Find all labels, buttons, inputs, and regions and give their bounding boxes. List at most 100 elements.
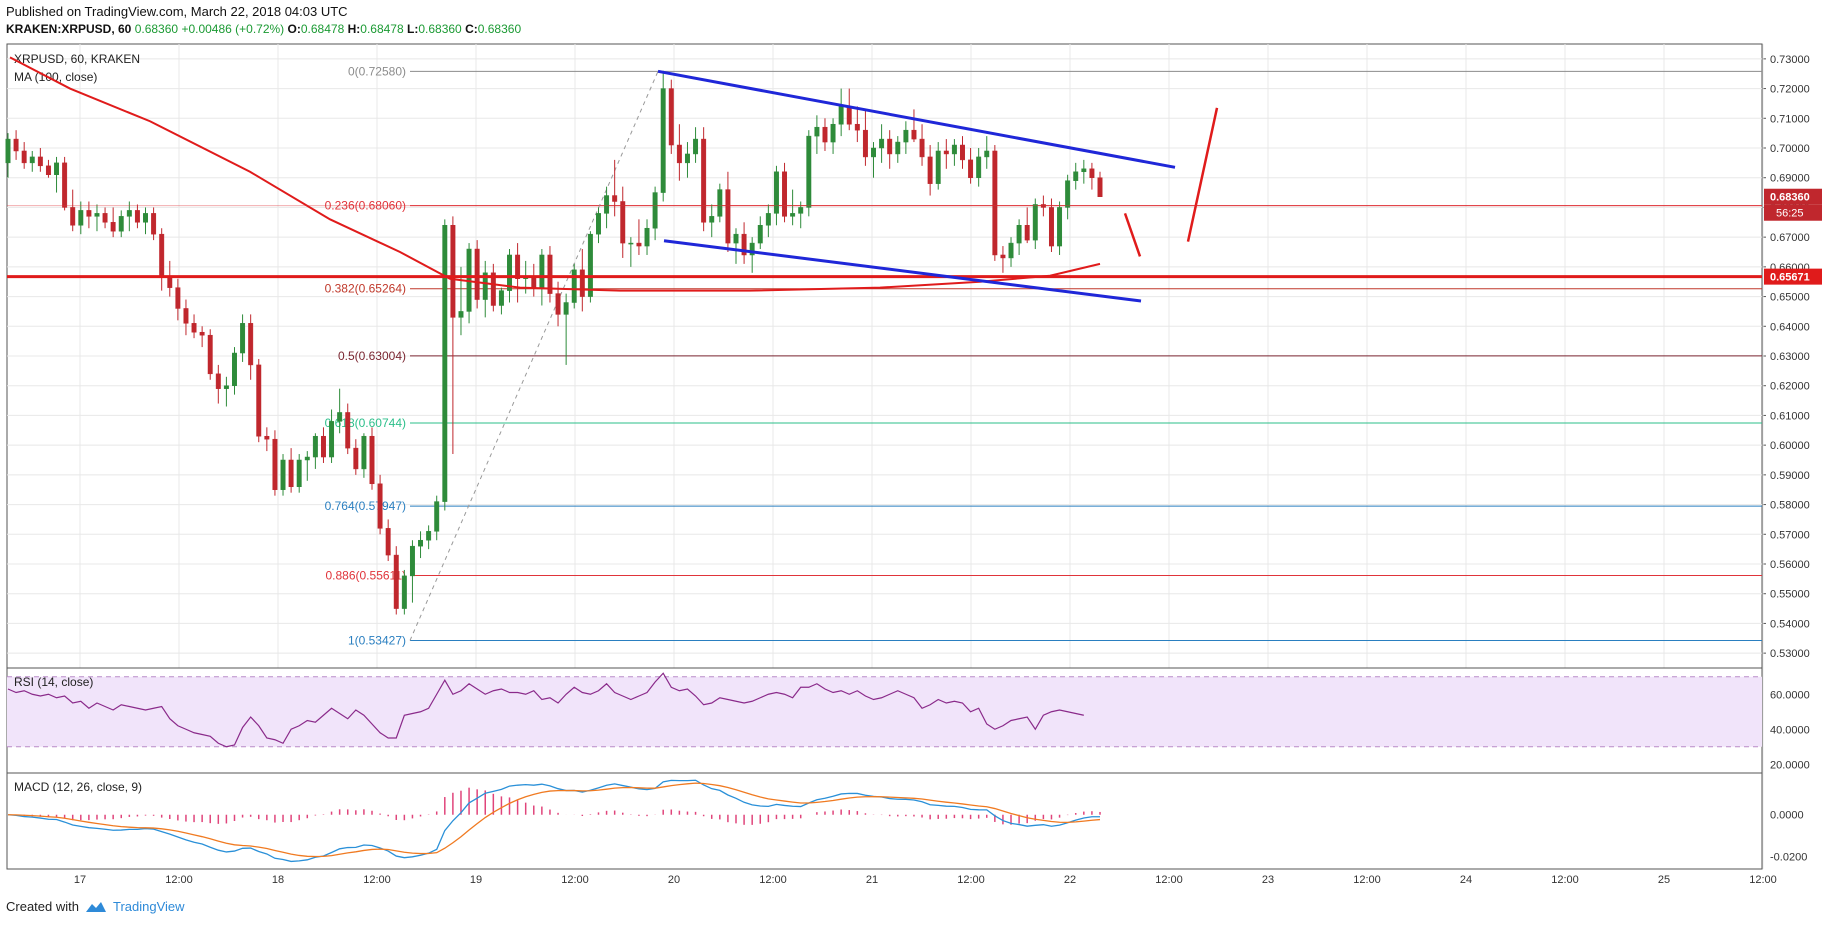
candle-body xyxy=(919,138,925,158)
candle-body xyxy=(951,144,957,155)
candle-body xyxy=(862,129,868,158)
y-tick-label: 0.72000 xyxy=(1770,84,1810,96)
candle-body xyxy=(1048,207,1054,247)
y-tick-label: 0.56000 xyxy=(1770,559,1810,571)
x-tick-label: 24 xyxy=(1460,874,1472,886)
candle-body xyxy=(1016,225,1022,244)
candle-body xyxy=(765,213,771,226)
y-tick-label: 0.69000 xyxy=(1770,173,1810,185)
candle-body xyxy=(320,435,326,458)
candle-body xyxy=(555,293,561,315)
fib-label: 1(0.53427) xyxy=(348,633,406,647)
tradingview-link[interactable]: TradingView xyxy=(112,899,185,914)
candle-body xyxy=(13,138,19,152)
candle-body xyxy=(215,373,221,389)
tradingview-logo-icon xyxy=(85,901,106,912)
candle-body xyxy=(992,150,998,256)
candle-body xyxy=(676,144,682,164)
candle-body xyxy=(62,162,68,208)
rsi-band xyxy=(7,676,1762,747)
candle-body xyxy=(798,207,804,214)
candle-body xyxy=(223,385,229,389)
price-delta: +0.00486 (+0.72%) xyxy=(181,22,285,36)
last-price-tag-label: 0.68360 xyxy=(1770,192,1810,204)
candle-body xyxy=(579,269,585,297)
support-tag-label: 0.65671 xyxy=(1770,272,1810,284)
candle-body xyxy=(636,242,642,247)
candle-body xyxy=(790,213,796,217)
y-tick-label: 0.62000 xyxy=(1770,381,1810,393)
candle-body xyxy=(385,528,391,556)
x-tick-label: 12:00 xyxy=(1353,874,1381,886)
candle-body xyxy=(1057,207,1063,247)
y-tick-label: 0.54000 xyxy=(1770,618,1810,630)
candle-body xyxy=(895,141,901,155)
x-tick-label: 12:00 xyxy=(957,874,985,886)
x-tick-label: 22 xyxy=(1064,874,1076,886)
macd-tick-label: 0.0000 xyxy=(1770,810,1804,822)
x-tick-label: 12:00 xyxy=(1155,874,1183,886)
candle-body xyxy=(1024,225,1030,241)
candle-body xyxy=(296,459,302,487)
candle-body xyxy=(806,135,812,208)
y-tick-label: 0.53000 xyxy=(1770,648,1810,660)
rsi-tick-label: 60.0000 xyxy=(1770,689,1810,701)
support-tag xyxy=(1764,268,1822,285)
open-label: O: xyxy=(287,22,301,36)
candle-body xyxy=(596,213,601,235)
candle-body xyxy=(1040,204,1046,208)
candle-body xyxy=(563,302,569,315)
candle-body xyxy=(943,150,949,155)
countdown-label: 56:25 xyxy=(1776,208,1804,220)
candle-body xyxy=(199,331,205,336)
trendline-lower xyxy=(663,239,1142,303)
candle-body xyxy=(709,216,715,223)
fib-label: 0.236(0.68060) xyxy=(325,199,406,213)
candle-body xyxy=(701,138,707,223)
fib-label: 0.764(0.57947) xyxy=(325,499,406,513)
candle-body xyxy=(110,222,116,232)
macd-title: MACD (12, 26, close, 9) xyxy=(14,780,142,794)
candle-body xyxy=(78,210,84,226)
drawn-arrow-down xyxy=(1123,212,1142,257)
candle-body xyxy=(547,254,553,294)
candle-body xyxy=(118,216,124,232)
countdown-tag xyxy=(1764,204,1822,221)
candle-body xyxy=(620,201,626,244)
x-tick-label: 17 xyxy=(74,874,86,886)
candle-body xyxy=(644,227,650,247)
macd-line xyxy=(7,779,1101,863)
y-tick-label: 0.71000 xyxy=(1770,113,1810,125)
chart-title: XRPUSD, 60, KRAKEN xyxy=(14,52,140,66)
candle-body xyxy=(102,213,108,223)
candle-body xyxy=(54,162,60,175)
macd-tick-label: -0.0200 xyxy=(1770,851,1807,863)
trendline-upper xyxy=(657,69,1176,169)
candle-body xyxy=(984,150,990,158)
candle-body xyxy=(5,138,11,164)
candle-body xyxy=(183,308,189,324)
y-tick-label: 0.67000 xyxy=(1770,232,1810,244)
ma-indicator-label: MA (100, close) xyxy=(14,70,97,84)
candle-body xyxy=(272,438,278,490)
candle-body xyxy=(37,156,43,167)
ma100-line xyxy=(9,56,1101,292)
candle-body xyxy=(717,189,723,217)
candle-body xyxy=(248,323,254,366)
candle-body xyxy=(191,323,197,333)
candle-body xyxy=(838,106,844,125)
candle-body xyxy=(240,323,246,354)
high-value: 0.68478 xyxy=(360,22,404,36)
candle-body xyxy=(1097,177,1103,197)
x-tick-label: 20 xyxy=(668,874,680,886)
candle-body xyxy=(507,254,512,291)
y-tick-label: 0.73000 xyxy=(1770,54,1810,66)
high-label: H: xyxy=(347,22,361,36)
candle-body xyxy=(1081,168,1087,173)
candle-body xyxy=(482,272,488,300)
candle-body xyxy=(927,156,933,184)
candle-body xyxy=(1008,242,1014,259)
candle-body xyxy=(345,412,351,449)
candle-body xyxy=(134,210,140,223)
